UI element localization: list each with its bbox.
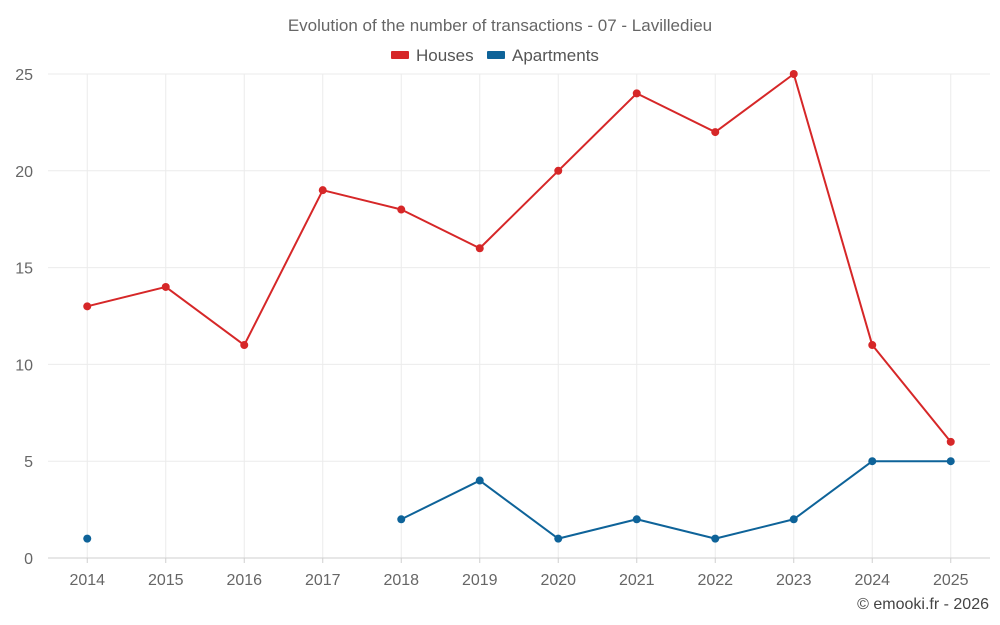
- legend-label-apartments: Apartments: [512, 46, 599, 65]
- series-apartments: [83, 457, 955, 543]
- data-point-apartments[interactable]: [789, 515, 798, 524]
- data-point-houses[interactable]: [554, 166, 563, 175]
- legend: Houses Apartments: [391, 46, 599, 65]
- data-point-houses[interactable]: [711, 128, 720, 137]
- y-tick-label: 5: [24, 454, 33, 471]
- x-tick-label: 2022: [697, 572, 733, 589]
- data-point-apartments[interactable]: [554, 534, 563, 543]
- series-line-apartments: [400, 460, 951, 540]
- x-tick-label: 2019: [462, 572, 498, 589]
- x-tick-label: 2017: [305, 572, 341, 589]
- x-tick-label: 2015: [148, 572, 184, 589]
- data-point-houses[interactable]: [632, 89, 641, 98]
- data-point-houses[interactable]: [161, 282, 170, 291]
- data-point-houses[interactable]: [789, 70, 798, 78]
- y-tick-label: 0: [24, 551, 33, 568]
- data-point-apartments[interactable]: [475, 476, 484, 485]
- legend-swatch-apartments: [487, 51, 505, 59]
- x-tick-label: 2025: [933, 572, 969, 589]
- y-axis: 0 5 10 15 20 25: [15, 67, 33, 568]
- legend-item-houses[interactable]: Houses: [391, 46, 474, 65]
- grid: [48, 73, 990, 558]
- x-tick-label: 2018: [383, 572, 419, 589]
- data-point-apartments[interactable]: [946, 457, 955, 466]
- data-point-houses[interactable]: [475, 244, 484, 253]
- data-point-houses[interactable]: [868, 341, 877, 350]
- series-line-houses: [87, 73, 952, 443]
- y-tick-label: 10: [15, 357, 33, 374]
- y-tick-label: 15: [15, 261, 33, 278]
- y-tick-label: 20: [15, 164, 33, 181]
- x-tick-label: 2014: [69, 572, 105, 589]
- legend-swatch-houses: [391, 51, 409, 59]
- plot-area: [83, 70, 955, 543]
- legend-item-apartments[interactable]: Apartments: [487, 46, 599, 65]
- x-tick-label: 2016: [226, 572, 262, 589]
- x-tick-label: 2023: [776, 572, 812, 589]
- x-tick-label: 2020: [540, 572, 576, 589]
- data-point-houses[interactable]: [83, 302, 92, 311]
- credit-text: © emooki.fr - 2026: [857, 596, 989, 613]
- x-tick-label: 2024: [854, 572, 890, 589]
- data-point-houses[interactable]: [397, 205, 406, 214]
- series-houses: [83, 70, 955, 446]
- legend-label-houses: Houses: [416, 46, 474, 65]
- x-tick-label: 2021: [619, 572, 655, 589]
- data-point-apartments[interactable]: [711, 534, 720, 543]
- data-point-houses[interactable]: [946, 437, 955, 446]
- y-tick-label: 25: [15, 67, 33, 84]
- data-point-apartments[interactable]: [83, 534, 92, 543]
- x-axis: 2014 2015 2016 2017 2018 2019 2020 2021 2022 2023…: [48, 557, 990, 589]
- data-point-houses[interactable]: [240, 341, 249, 350]
- data-point-apartments[interactable]: [868, 457, 877, 466]
- data-point-apartments[interactable]: [397, 515, 406, 524]
- data-point-apartments[interactable]: [632, 515, 641, 524]
- data-point-houses[interactable]: [318, 186, 327, 195]
- chart-title: Evolution of the number of transactions …: [288, 16, 712, 35]
